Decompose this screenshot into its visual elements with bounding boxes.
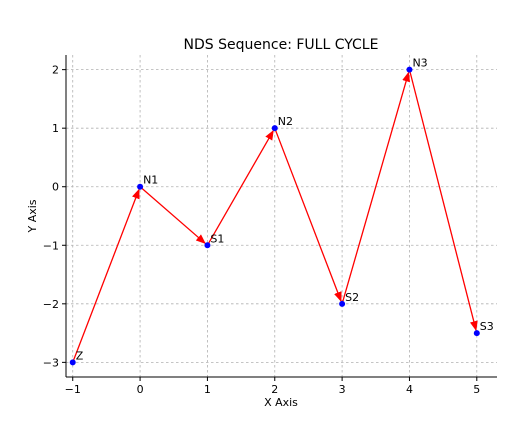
sequence-arrow (72, 188, 140, 363)
y-axis-label: Y Axis (26, 199, 39, 233)
ticks: −1 0 1 2 3 4 5 −3 −2 −1 0 1 2 (43, 64, 481, 396)
point-label: N1 (143, 174, 158, 187)
x-tick-label: 1 (204, 383, 211, 396)
y-tick-label: −1 (43, 239, 59, 252)
sequence-arrow (341, 71, 410, 304)
arrows (72, 69, 478, 363)
data-point (406, 66, 413, 73)
sequence-arrow (408, 69, 478, 332)
x-tick-label: 0 (137, 383, 144, 396)
x-tick-label: 4 (406, 383, 413, 396)
point-label: S3 (480, 320, 494, 333)
chart-title: NDS Sequence: FULL CYCLE (184, 37, 379, 53)
data-point (137, 183, 144, 190)
sequence-arrow (274, 127, 342, 302)
y-tick-label: 2 (52, 64, 59, 77)
x-axis-label: X Axis (264, 396, 298, 409)
point-label: S2 (345, 291, 359, 304)
x-tick-label: 2 (271, 383, 278, 396)
y-tick-label: −3 (43, 356, 59, 369)
y-tick-label: −2 (43, 298, 59, 311)
data-point (473, 330, 480, 337)
y-tick-label: 1 (52, 122, 59, 135)
data-point (271, 125, 278, 132)
sequence-arrow (206, 129, 274, 246)
point-label: N3 (412, 57, 427, 70)
point-label: N2 (278, 115, 293, 128)
x-tick-label: 5 (473, 383, 480, 396)
x-tick-label: −1 (65, 383, 81, 396)
sequence-arrow (139, 186, 206, 244)
data-point (69, 359, 76, 366)
point-labels: Z N1 S1 N2 S2 N3 S3 (76, 57, 494, 363)
point-label: S1 (210, 232, 224, 245)
x-tick-label: 3 (339, 383, 346, 396)
points (69, 66, 480, 366)
y-tick-label: 0 (52, 181, 59, 194)
data-point (204, 242, 211, 249)
grid (66, 55, 497, 377)
data-point (339, 300, 346, 307)
plot-frame (66, 55, 497, 377)
point-label: Z (76, 349, 84, 362)
